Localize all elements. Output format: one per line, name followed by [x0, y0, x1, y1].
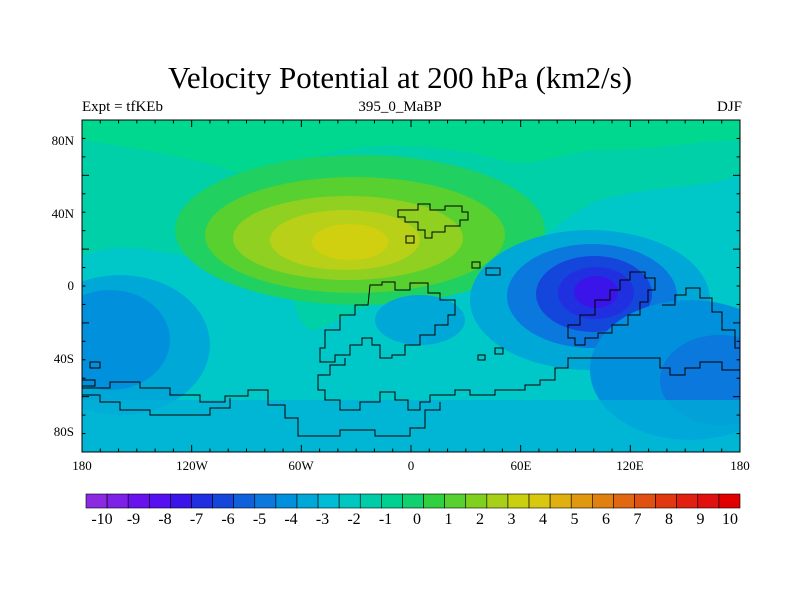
- colorbar-label: -4: [284, 511, 297, 528]
- colorbar-swatch: [676, 493, 699, 509]
- colorbar-swatch: [233, 493, 256, 509]
- colorbar-label: 10: [722, 511, 738, 528]
- y-tick-label: 0: [68, 278, 75, 293]
- experiment-label: Expt = tfKEb: [82, 99, 163, 115]
- y-tick-label: 80N: [52, 133, 75, 148]
- colorbar-swatch: [85, 493, 108, 509]
- colorbar-label: -8: [158, 511, 171, 528]
- colorbar-swatch: [359, 493, 382, 509]
- colorbar-swatch: [170, 493, 192, 509]
- x-tick-label: 60W: [288, 458, 314, 473]
- colorbar-label: -3: [316, 511, 329, 528]
- colorbar-swatch: [212, 493, 234, 509]
- colorbar-label: 0: [413, 511, 421, 528]
- colorbar: -10 -9 -8 -7 -6 -5 -4 -3 -2 -1 0 1 2 3 4 5 6 7 8 9 10: [85, 493, 741, 528]
- case-label: 395_0_MaBP: [358, 99, 442, 115]
- colorbar-label: 5: [571, 511, 579, 528]
- map-title: Velocity Potential at 200 hPa (km2/s): [167, 60, 633, 95]
- x-tick-label: 180: [72, 458, 92, 473]
- colorbar-swatch: [191, 493, 213, 509]
- colorbar-label: 2: [476, 511, 484, 528]
- contour-field: [82, 120, 740, 452]
- colorbar-label: 6: [602, 511, 610, 528]
- low-core: [574, 276, 618, 308]
- colorbar-label: 8: [665, 511, 673, 528]
- colorbar-label: 3: [508, 511, 516, 528]
- colorbar-swatch: [570, 493, 593, 509]
- colorbar-label: -6: [221, 511, 234, 528]
- colorbar-label: 4: [539, 511, 547, 528]
- plot-frame: [81, 119, 741, 453]
- x-tick-label: 0: [408, 458, 415, 473]
- colorbar-swatch: [338, 493, 361, 509]
- high-core: [312, 224, 388, 260]
- colorbar-swatch: [423, 493, 445, 509]
- colorbar-swatch: [148, 493, 171, 509]
- y-tick-label: 80S: [54, 424, 74, 439]
- x-tick-label: 120W: [176, 458, 209, 473]
- colorbar-swatch: [444, 493, 467, 509]
- season-label: DJF: [716, 99, 742, 115]
- colorbar-label: -7: [190, 511, 203, 528]
- colorbar-swatch: [528, 493, 551, 509]
- colorbar-swatch: [507, 493, 530, 509]
- colorbar-swatch: [592, 493, 614, 509]
- colorbar-swatch: [549, 493, 572, 509]
- colorbar-label: 1: [445, 511, 453, 528]
- colorbar-label: 7: [634, 511, 642, 528]
- colorbar-swatch: [317, 493, 340, 509]
- colorbar-swatch: [718, 493, 741, 509]
- colorbar-swatch: [634, 493, 656, 509]
- y-tick-label: 40N: [52, 206, 75, 221]
- colorbar-label: -1: [379, 511, 392, 528]
- colorbar-label: 9: [697, 511, 705, 528]
- colorbar-label: -9: [127, 511, 140, 528]
- coastlines: [82, 203, 740, 437]
- colorbar-swatch: [613, 493, 635, 509]
- colorbar-swatch: [296, 493, 319, 509]
- colorbar-swatch: [254, 493, 277, 509]
- colorbar-swatch: [655, 493, 678, 509]
- x-tick-label: 120E: [616, 458, 644, 473]
- colorbar-swatch: [465, 493, 488, 509]
- colorbar-swatch: [275, 493, 298, 509]
- y-tick-label: 40S: [54, 351, 74, 366]
- colorbar-swatch: [697, 493, 720, 509]
- colorbar-swatch: [402, 493, 424, 509]
- x-tick-label: 60E: [511, 458, 532, 473]
- colorbar-swatch: [486, 493, 509, 509]
- axis-labels: 80N 40N 0 40S 80S 180 120W 60W 0 60E 120…: [52, 133, 750, 473]
- colorbar-label: -5: [253, 511, 266, 528]
- colorbar-label: -2: [347, 511, 360, 528]
- colorbar-swatch: [106, 493, 129, 509]
- colorbar-swatch: [127, 493, 150, 509]
- colorbar-swatch: [381, 493, 403, 509]
- colorbar-label: -10: [91, 511, 112, 528]
- x-tick-label: 180: [730, 458, 750, 473]
